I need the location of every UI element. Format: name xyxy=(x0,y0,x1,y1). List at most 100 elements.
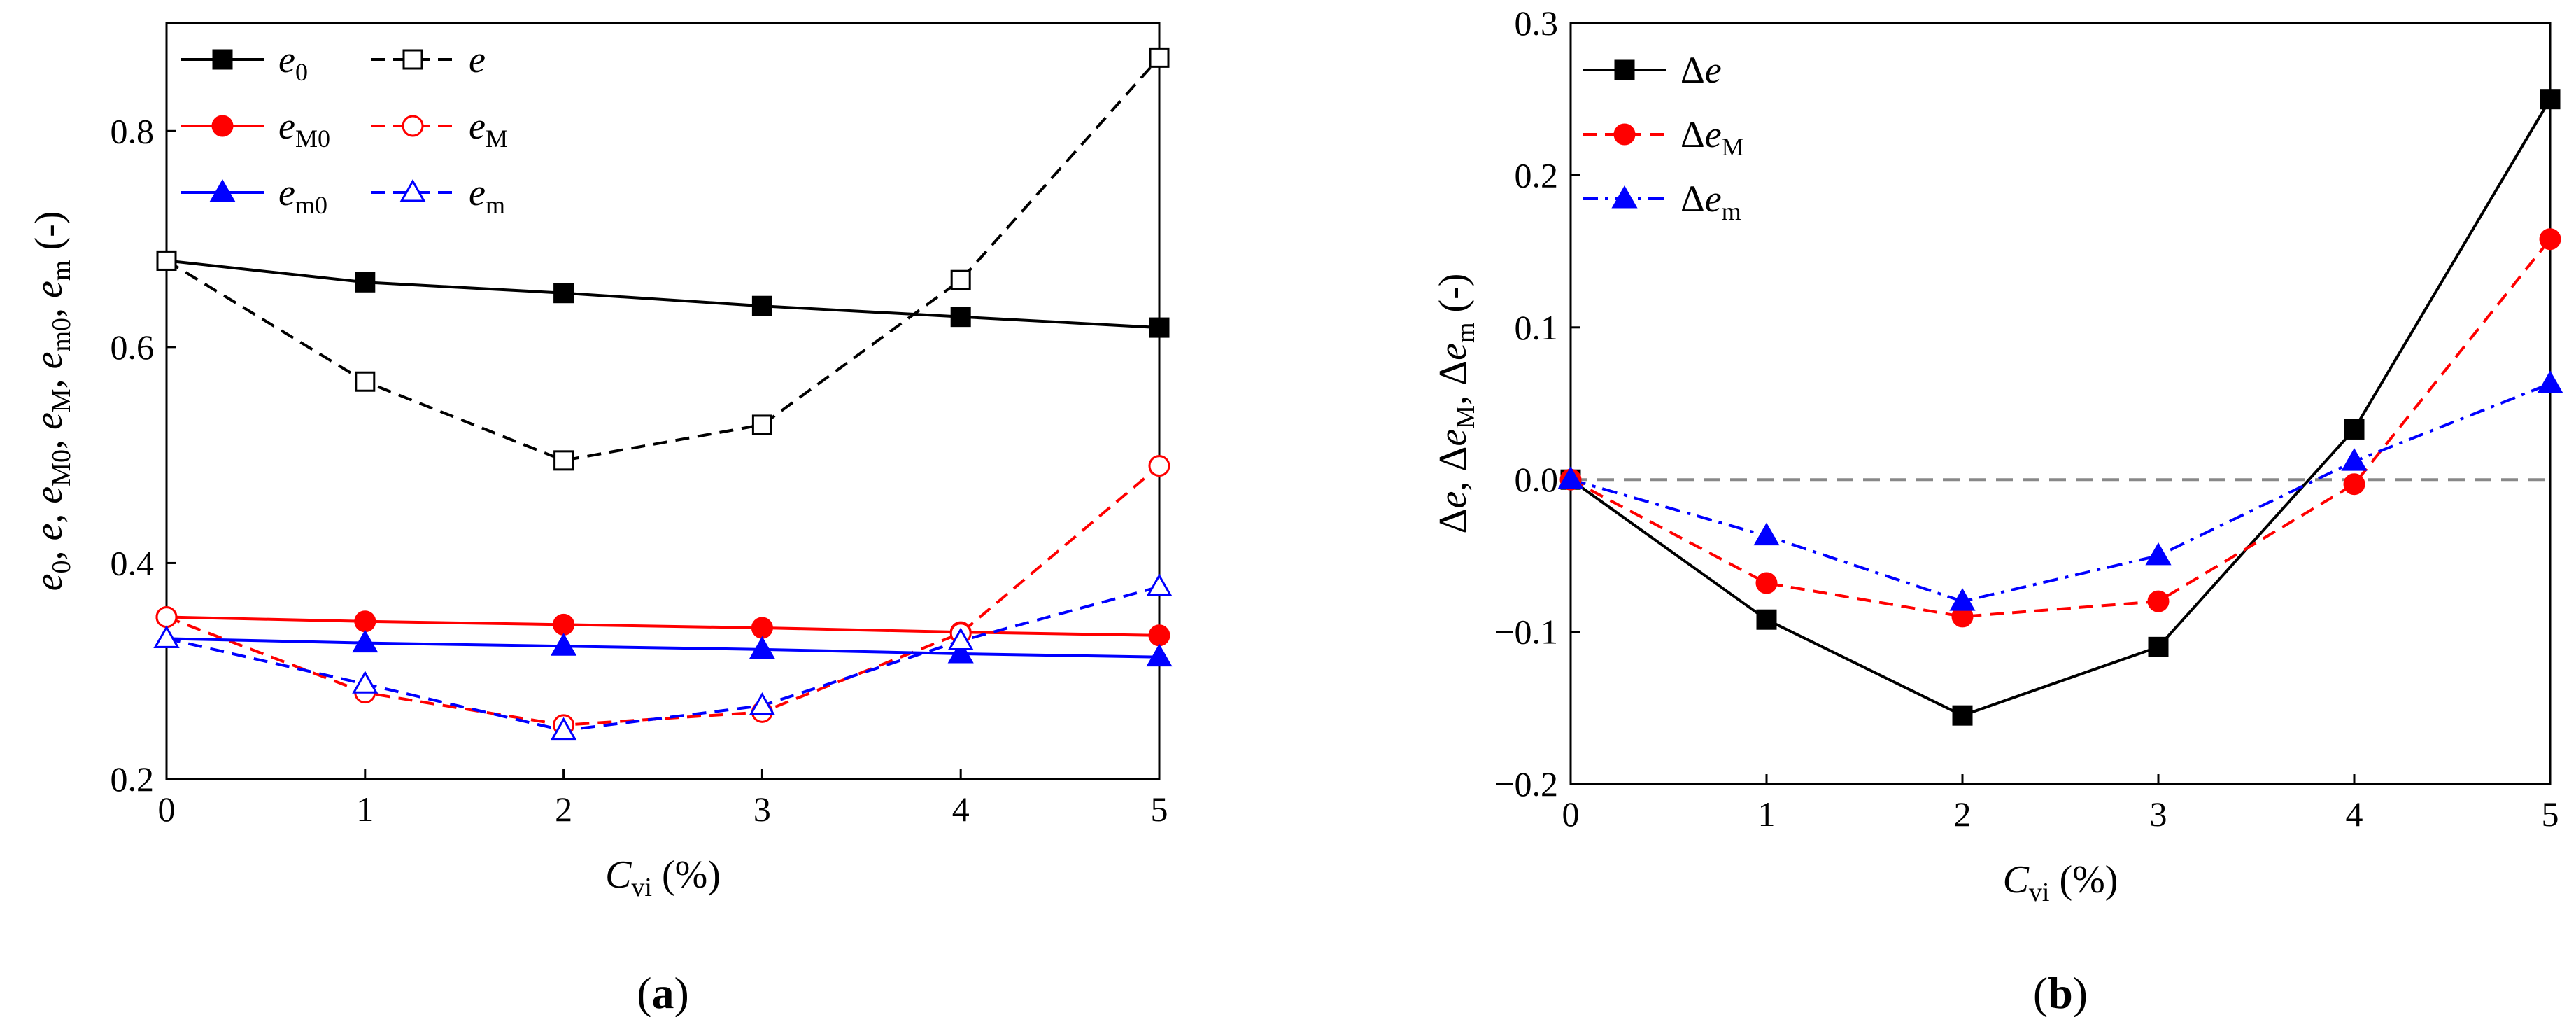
data-point-eM xyxy=(1148,455,1170,477)
y-tick-label: 0.3 xyxy=(1515,3,1559,43)
data-point-eM0 xyxy=(354,610,376,633)
x-axis-label-main: C xyxy=(2003,858,2030,902)
x-tick-label: 5 xyxy=(1151,790,1168,829)
y-axis-label-part: e xyxy=(27,281,71,298)
x-tick-label: 1 xyxy=(356,790,374,829)
data-point-delta-e xyxy=(2344,419,2365,440)
y-axis-label-part: e xyxy=(1431,343,1475,360)
panel-label: (a) xyxy=(637,968,689,1017)
y-axis-label-part: , xyxy=(27,541,71,561)
x-axis-label-unit: (%) xyxy=(652,853,721,897)
data-point-delta-em xyxy=(1753,522,1780,546)
legend-label-delta: Δ xyxy=(1680,49,1705,91)
x-tick-label: 1 xyxy=(1758,794,1776,834)
data-point-delta-eM xyxy=(2147,590,2170,612)
legend-marker-delta-em xyxy=(1611,185,1638,209)
y-axis-label-part: M xyxy=(1451,405,1480,429)
data-point-delta-em xyxy=(2145,542,2172,566)
legend-marker-eM0 xyxy=(211,115,234,137)
y-axis-label-part: 0 xyxy=(47,561,76,574)
data-point-delta-eM xyxy=(2343,473,2365,496)
x-axis-label: Cvi (%) xyxy=(2003,858,2118,907)
legend-marker-delta-eM xyxy=(1613,123,1636,146)
legend-label-sub: M0 xyxy=(295,125,330,153)
data-point-eM0 xyxy=(1148,624,1170,647)
data-point-e0 xyxy=(1149,317,1170,338)
y-axis-label-part: , xyxy=(27,430,71,449)
legend-label-em0: em0 xyxy=(278,171,327,219)
y-tick-label: 0.0 xyxy=(1515,460,1559,499)
data-point-em0 xyxy=(551,633,577,656)
series-line-e xyxy=(165,57,1161,462)
legend-label-main: e xyxy=(278,38,295,80)
y-tick-label: 0.6 xyxy=(111,328,155,367)
x-tick-label: 0 xyxy=(158,790,176,829)
y-axis-label-part: e xyxy=(27,524,71,541)
data-point-e xyxy=(950,269,971,290)
legend-label-main: e xyxy=(469,171,486,213)
x-axis-label-sub: vi xyxy=(631,873,652,902)
y-axis-label-part: e xyxy=(27,574,71,591)
x-tick-label: 2 xyxy=(1954,794,1972,834)
legend-label-sub: 0 xyxy=(295,58,308,86)
legend-marker-em xyxy=(399,178,426,202)
x-tick-label: 2 xyxy=(555,790,572,829)
data-point-em0 xyxy=(749,636,775,659)
y-axis-label-part: e xyxy=(1431,429,1475,447)
y-tick-label: 0.8 xyxy=(111,111,155,150)
x-tick-label: 4 xyxy=(2346,794,2363,834)
x-axis-label-unit: (%) xyxy=(2049,858,2118,902)
data-point-delta-em xyxy=(1557,466,1584,489)
plot-frame xyxy=(165,22,1161,780)
data-point-delta-em xyxy=(2341,448,2368,471)
y-tick-label: 0.2 xyxy=(1515,155,1559,195)
x-tick-label: 3 xyxy=(753,790,771,829)
panel-label: (b) xyxy=(2033,968,2088,1017)
legend-label-sub: m0 xyxy=(295,191,327,219)
legend-label-e0: e0 xyxy=(278,38,308,86)
x-axis-label: Cvi (%) xyxy=(605,853,721,902)
plot-frame xyxy=(1569,22,2552,785)
legend-label-main: e xyxy=(278,105,295,147)
y-tick-label: −0.1 xyxy=(1494,612,1558,652)
legend-label-main: e xyxy=(1705,178,1722,220)
legend-label-delta: Δ xyxy=(1680,178,1705,220)
y-axis-label-part: , Δ xyxy=(1431,447,1475,491)
data-point-em xyxy=(947,627,974,651)
panel-label-open: ( xyxy=(637,968,651,1017)
data-point-e0 xyxy=(950,307,971,328)
data-point-eM0 xyxy=(553,613,575,636)
legend-marker-eM xyxy=(402,115,424,137)
series-line-em0 xyxy=(166,637,1160,659)
x-axis-label-main: C xyxy=(605,853,632,897)
data-point-em xyxy=(749,692,775,715)
y-axis-label: Δe, ΔeM, Δem (-) xyxy=(1431,274,1480,534)
data-point-em xyxy=(153,625,180,648)
y-axis-label-part: M0 xyxy=(47,449,76,486)
data-point-e xyxy=(156,250,177,271)
data-point-e0 xyxy=(553,283,574,304)
legend-label-delta-eM: ΔeM xyxy=(1680,113,1744,161)
data-point-delta-em xyxy=(2537,370,2563,393)
x-tick-label: 3 xyxy=(2150,794,2167,834)
legend-label-main: e xyxy=(1705,113,1722,155)
series-line-delta-em xyxy=(1570,382,2551,603)
x-axis-label-sub: vi xyxy=(2029,878,2050,907)
data-point-delta-e xyxy=(2148,636,2169,657)
y-axis-label-part: , Δ xyxy=(1431,360,1475,405)
data-point-eM0 xyxy=(751,617,773,639)
data-point-delta-em xyxy=(1949,588,1976,611)
panel-label-letter: a xyxy=(652,968,674,1017)
series-line-delta-e xyxy=(1569,98,2552,717)
legend-marker-e xyxy=(402,49,423,70)
data-point-eM xyxy=(155,606,178,629)
legend-marker-em0 xyxy=(209,178,236,202)
legend-label-main: e xyxy=(1705,49,1722,91)
y-axis-label-part: e xyxy=(1431,491,1475,509)
legend-label-delta-e: Δe xyxy=(1680,49,1722,91)
y-axis-label-part: , xyxy=(27,298,71,318)
legend-label-eM: eM xyxy=(469,105,508,153)
x-tick-label: 0 xyxy=(1562,794,1580,834)
y-tick-label: 0.1 xyxy=(1515,308,1559,347)
